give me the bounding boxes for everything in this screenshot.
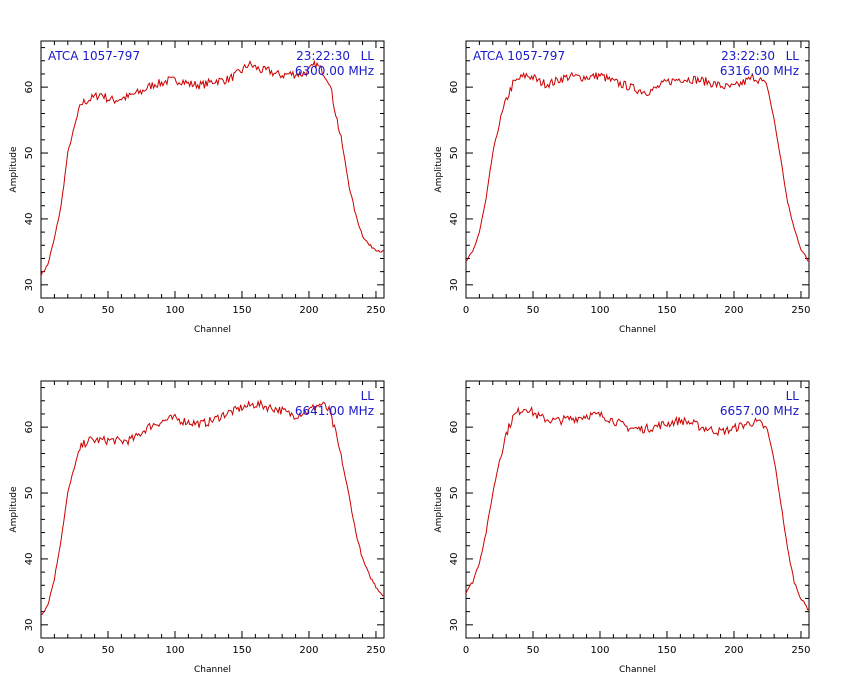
x-tick-label: 100: [590, 305, 609, 316]
source-label: ATCA 1057-797: [48, 49, 140, 63]
spectrum-line: [40, 399, 385, 616]
spectrum-line: [465, 405, 810, 611]
frequency-label: 6316.00 MHz: [720, 64, 799, 78]
y-axis-label: Amplitude: [9, 146, 19, 193]
x-tick-label: 150: [232, 645, 251, 656]
x-tick-label: 0: [463, 305, 469, 316]
x-tick-label: 200: [724, 645, 743, 656]
y-tick-label: 40: [449, 553, 460, 566]
time-label: 23:22:30: [296, 49, 350, 63]
y-tick-label: 40: [24, 553, 35, 566]
y-tick-label: 50: [449, 487, 460, 500]
x-tick-label: 200: [299, 645, 318, 656]
source-label: ATCA 1057-797: [473, 49, 565, 63]
polarization-label: LL: [786, 389, 800, 403]
plot-frame: [40, 380, 385, 639]
spectrum-panel-1: 0 50 100 150 200 250 30 40 50 60 Channel Amplitude A…: [9, 40, 386, 335]
x-tick-label: 0: [38, 645, 44, 656]
x-tick-label: 250: [366, 645, 385, 656]
y-tick-label: 30: [449, 278, 460, 291]
spectrum-panel-2: 0 50 100 150 200 250 30 40 50 60 Channel Amplitude A…: [434, 40, 811, 335]
y-axis-label: Amplitude: [434, 146, 444, 193]
x-tick-label: 50: [102, 305, 115, 316]
y-axis-label: Amplitude: [434, 486, 444, 533]
time-label: 23:22:30: [721, 49, 775, 63]
y-tick-label: 60: [24, 81, 35, 94]
spectrum-line: [40, 59, 385, 277]
y-tick-label: 40: [449, 213, 460, 226]
y-tick-label: 60: [24, 421, 35, 434]
x-tick-label: 250: [791, 645, 810, 656]
y-tick-label: 60: [449, 421, 460, 434]
y-axis-label: Amplitude: [9, 486, 19, 533]
y-tick-label: 50: [24, 487, 35, 500]
spectrum-panel-4: 0 50 100 150 200 250 30 40 50 60 Channel Amplitude L…: [434, 380, 811, 675]
x-tick-label: 250: [366, 305, 385, 316]
x-tick-label: 0: [38, 305, 44, 316]
spectrum-panel-3: 0 50 100 150 200 250 30 40 50 60 Channel Amplitude L…: [9, 380, 386, 675]
x-axis-label: Channel: [619, 325, 656, 335]
x-axis-label: Channel: [194, 325, 231, 335]
polarization-label: LL: [786, 49, 800, 63]
frequency-label: 6300.00 MHz: [295, 64, 374, 78]
plot-frame: [40, 40, 385, 299]
x-tick-label: 50: [102, 645, 115, 656]
x-tick-label: 150: [657, 305, 676, 316]
y-tick-label: 30: [449, 618, 460, 631]
y-tick-label: 50: [449, 147, 460, 160]
x-tick-label: 50: [527, 645, 540, 656]
y-tick-label: 60: [449, 81, 460, 94]
x-tick-label: 100: [590, 645, 609, 656]
x-tick-label: 100: [165, 645, 184, 656]
x-tick-label: 50: [527, 305, 540, 316]
x-tick-label: 150: [232, 305, 251, 316]
y-tick-label: 30: [24, 278, 35, 291]
frequency-label: 6657.00 MHz: [720, 404, 799, 418]
x-tick-label: 150: [657, 645, 676, 656]
x-axis-label: Channel: [194, 665, 231, 675]
frequency-label: 6641.00 MHz: [295, 404, 374, 418]
y-tick-label: 50: [24, 147, 35, 160]
plot-frame: [465, 40, 810, 299]
plot-frame: [465, 380, 810, 639]
spectrum-line: [465, 71, 810, 262]
y-tick-label: 30: [24, 618, 35, 631]
x-axis-label: Channel: [619, 665, 656, 675]
polarization-label: LL: [361, 49, 375, 63]
x-tick-label: 100: [165, 305, 184, 316]
y-tick-label: 40: [24, 213, 35, 226]
x-tick-label: 200: [724, 305, 743, 316]
x-tick-label: 200: [299, 305, 318, 316]
polarization-label: LL: [361, 389, 375, 403]
x-tick-label: 0: [463, 645, 469, 656]
x-tick-label: 250: [791, 305, 810, 316]
